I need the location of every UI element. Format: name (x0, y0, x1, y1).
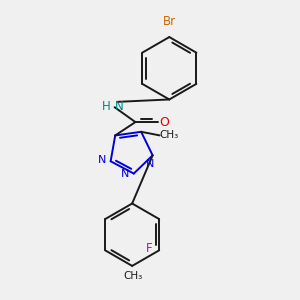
Text: N: N (115, 100, 123, 112)
Text: F: F (146, 242, 153, 255)
Text: N: N (98, 155, 106, 165)
Text: CH₃: CH₃ (160, 130, 179, 140)
Text: CH₃: CH₃ (124, 271, 143, 281)
Text: Br: Br (164, 15, 176, 28)
Text: H: H (102, 100, 111, 112)
Text: O: O (159, 116, 169, 129)
Text: N: N (121, 169, 130, 178)
Text: N: N (146, 159, 154, 169)
